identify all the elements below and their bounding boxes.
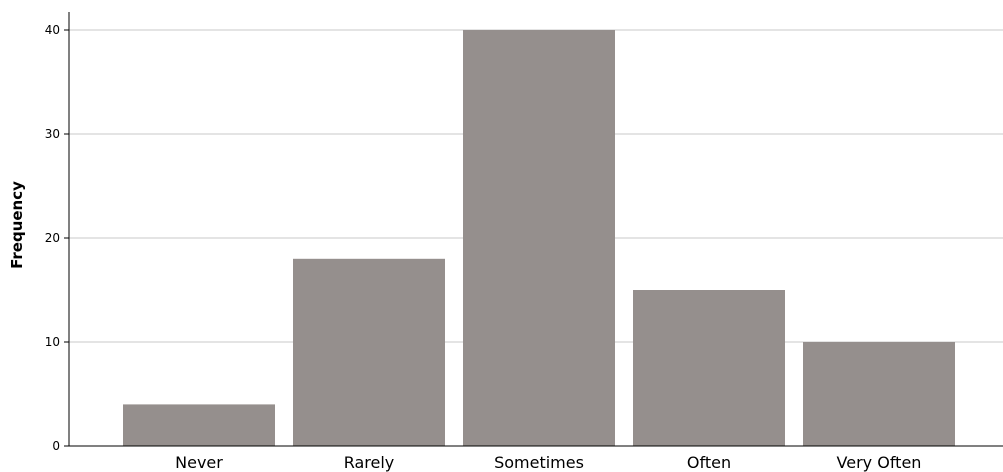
x-tick-label: Often xyxy=(687,453,731,472)
y-tick-label: 20 xyxy=(45,231,60,245)
x-tick-labels: Never Rarely Sometimes Often Very Often xyxy=(175,453,921,472)
y-tick-label: 10 xyxy=(45,335,60,349)
x-tick-label: Sometimes xyxy=(494,453,584,472)
bar-very-often xyxy=(803,342,955,446)
y-axis-title: Frequency xyxy=(8,181,26,269)
bar-sometimes xyxy=(463,30,615,446)
y-tick-label: 40 xyxy=(45,23,60,37)
x-tick-label: Never xyxy=(175,453,223,472)
y-tick-label: 30 xyxy=(45,127,60,141)
y-tick-labels: 0 10 20 30 40 xyxy=(45,23,69,453)
y-tick-label: 0 xyxy=(52,439,60,453)
bar-often xyxy=(633,290,785,446)
bar-never xyxy=(123,404,275,446)
x-tick-label: Very Often xyxy=(837,453,922,472)
bar-rarely xyxy=(293,258,445,446)
bars xyxy=(123,30,955,446)
x-tick-label: Rarely xyxy=(344,453,395,472)
